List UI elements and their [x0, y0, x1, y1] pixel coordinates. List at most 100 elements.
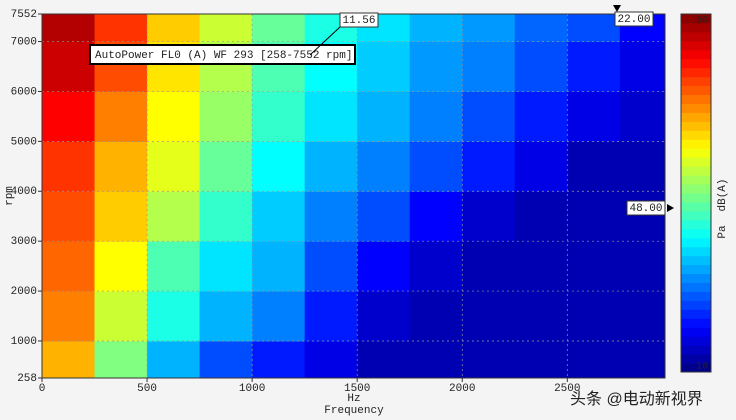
cell	[514, 191, 568, 242]
cell	[147, 291, 201, 342]
cell	[514, 241, 568, 292]
colorbar-step	[681, 14, 711, 24]
cell	[567, 91, 621, 142]
cell	[42, 241, 96, 292]
x-axis-unit: Hz	[347, 393, 360, 405]
cell	[409, 91, 463, 142]
cell	[147, 91, 201, 142]
colorbar-step	[681, 264, 711, 275]
cell	[42, 191, 96, 242]
cell	[94, 191, 148, 242]
colorbar-step	[681, 282, 711, 292]
cell	[409, 41, 463, 92]
y-tick-label: 258	[17, 373, 37, 385]
cell	[357, 91, 411, 142]
cell	[462, 41, 516, 92]
cell	[147, 340, 201, 379]
colorbar-step	[681, 273, 711, 283]
colorbar-step	[681, 237, 711, 248]
cell	[514, 291, 568, 342]
colorbar-step	[681, 184, 711, 194]
colorbar-step	[681, 327, 711, 337]
cell	[42, 141, 96, 192]
cell	[147, 241, 201, 292]
colorbar-step	[681, 94, 711, 104]
cell	[94, 241, 148, 292]
cursor-label: 22.00	[617, 14, 650, 26]
cell	[567, 141, 621, 192]
cell	[567, 241, 621, 292]
cell	[252, 340, 306, 379]
cell	[199, 340, 253, 379]
cursor-box	[339, 12, 379, 28]
y-tick-label: 7000	[11, 36, 37, 48]
colorbar-step	[681, 309, 711, 319]
cell	[147, 191, 201, 242]
y-tick-label: 1000	[11, 336, 37, 348]
cell	[94, 291, 148, 342]
cell	[462, 14, 516, 43]
watermark: 头条 @电动新视界	[570, 390, 703, 408]
y-tick-label: 2000	[11, 286, 37, 298]
cell	[304, 340, 358, 379]
cell	[252, 141, 306, 192]
colorbar-step	[681, 246, 711, 257]
y-tick-label: 4000	[11, 186, 37, 198]
cell	[567, 340, 621, 379]
x-tick-label: 1000	[239, 383, 265, 395]
cell	[199, 191, 253, 242]
cell	[42, 14, 96, 43]
cell	[357, 141, 411, 192]
cursor-marker	[667, 204, 674, 212]
y-tick-label: 3000	[11, 236, 37, 248]
cell	[94, 340, 148, 379]
colorbar-step	[681, 31, 711, 42]
colorbar-step	[681, 148, 711, 158]
cell	[94, 14, 148, 43]
cell	[567, 14, 621, 43]
annotation-box	[89, 44, 356, 65]
colorbar-step	[681, 318, 711, 328]
colorbar-step	[681, 85, 711, 96]
colorbar-tick-label: 10	[696, 362, 708, 373]
colorbar-step	[681, 210, 711, 221]
x-tick-label: 2500	[554, 383, 580, 395]
colorbar-step	[681, 49, 711, 60]
cursor-box	[626, 200, 666, 216]
cell	[304, 291, 358, 342]
colorbar-step	[681, 219, 711, 230]
cell	[304, 191, 358, 242]
cell	[567, 41, 621, 92]
cell	[199, 141, 253, 192]
cell	[409, 14, 463, 43]
cell	[462, 141, 516, 192]
colorbar-step	[681, 157, 711, 167]
x-tick-label: 1500	[344, 383, 370, 395]
cell	[42, 291, 96, 342]
cell	[514, 14, 568, 43]
cell	[42, 41, 96, 92]
colorbar-step	[681, 228, 711, 239]
x-axis-label: Frequency	[324, 405, 384, 417]
y-axis-label: rpm	[4, 186, 16, 206]
colorbar-step	[681, 345, 711, 355]
colorbar-step	[681, 58, 711, 69]
cell	[462, 291, 516, 342]
colorbar-step	[681, 67, 711, 78]
cell	[514, 141, 568, 192]
colorbar: 10 50	[680, 13, 712, 373]
cell	[619, 291, 666, 342]
colorbar-step	[681, 166, 711, 176]
cell	[252, 191, 306, 242]
cell	[357, 191, 411, 242]
cell	[409, 291, 463, 342]
cell	[42, 340, 96, 379]
y-tick-label: 5000	[11, 136, 37, 148]
colorbar-step	[681, 121, 711, 131]
colorbar-step	[681, 291, 711, 301]
y-tick-label: 7552	[11, 9, 37, 21]
y-tick-label: 6000	[11, 86, 37, 98]
colorbar-unit: Pa	[717, 225, 729, 239]
colorbar-step	[681, 255, 711, 266]
